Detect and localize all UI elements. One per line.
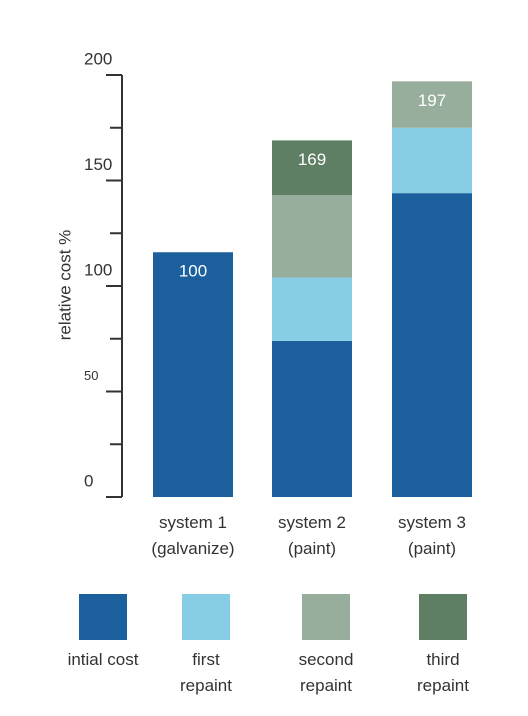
bar-segment <box>272 140 352 196</box>
bar-segment <box>392 127 472 194</box>
total-label: 100 <box>179 262 207 281</box>
y-tick-label: 0 <box>84 471 93 490</box>
legend-label: third repaint <box>417 650 469 695</box>
bar-segment <box>392 81 472 128</box>
bar-segment <box>153 252 233 497</box>
legend-label: second repaint <box>298 650 354 695</box>
y-tick-label: 50 <box>84 368 98 383</box>
bar-segment <box>272 340 352 497</box>
x-tick-label: system 2 (paint) <box>277 513 347 558</box>
bar-segment <box>392 193 472 497</box>
legend-swatch <box>182 594 230 640</box>
y-tick-label: 150 <box>84 155 112 174</box>
total-label: 197 <box>418 91 446 110</box>
legend-swatch <box>419 594 467 640</box>
x-tick-label: system 3 (paint) <box>397 513 467 558</box>
total-label: 169 <box>298 150 326 169</box>
y-tick-label: 100 <box>84 260 112 279</box>
legend-label: first repaint <box>180 650 232 695</box>
bar-segment <box>272 277 352 341</box>
x-tick-label: system 1 (galvanize) <box>151 513 235 558</box>
legend-swatch <box>79 594 127 640</box>
bar-segment <box>272 195 352 278</box>
legend-label: intial cost <box>67 650 139 669</box>
y-axis-label: relative cost % <box>55 230 74 341</box>
y-tick-label: 200 <box>84 49 112 68</box>
legend-swatch <box>302 594 350 640</box>
